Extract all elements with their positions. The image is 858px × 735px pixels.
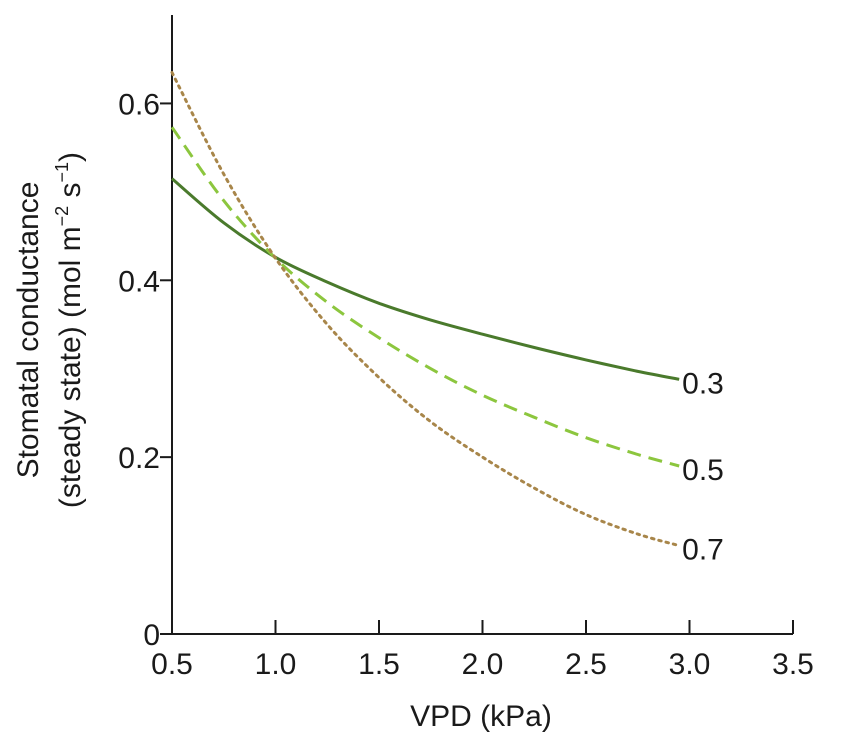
series-line-0-3 [171,177,680,381]
y-ticks: 0 0.2 0.4 0.6 [118,88,172,652]
y-axis-label-line2: (steady state) (mol m−2 s−1) [52,152,87,508]
series-line-0-5 [170,126,680,468]
series-label-0-5: 0.5 [682,454,724,487]
y-axis-label-sup1: −2 [52,206,72,227]
y-tick-label: 0.4 [118,265,160,298]
x-tick-label: 1.5 [358,648,400,681]
y-tick-label: 0.2 [118,442,160,475]
series-label-0-3: 0.3 [682,367,724,400]
x-tick-label: 2.0 [462,648,504,681]
series-lines [170,71,681,548]
series-label-0-7: 0.7 [682,534,724,567]
y-axis-label-line1: Stomatal conductance [12,182,45,479]
x-tick-label: 0.5 [151,648,193,681]
y-axis-label-suffix: ) [54,152,87,162]
y-tick-label: 0 [143,619,160,652]
x-tick-label: 3.5 [772,648,814,681]
x-tick-label: 3.0 [669,648,711,681]
x-ticks: 0.5 1.0 1.5 2.0 2.5 3.0 3.5 [151,620,814,681]
x-tick-label: 1.0 [255,648,297,681]
y-axis-label-mid: s [54,182,87,205]
series-labels: 0.3 0.5 0.7 [682,367,724,566]
x-tick-label: 2.5 [565,648,607,681]
y-axis-label: Stomatal conductance (steady state) (mol… [12,152,87,508]
y-tick-label: 0.6 [118,88,160,121]
y-axis-label-sup2: −1 [52,162,72,183]
series-line-0-7 [170,71,681,548]
y-axis-label-prefix: (steady state) (mol m [54,226,87,508]
x-axis-label: VPD (kPa) [410,700,552,733]
